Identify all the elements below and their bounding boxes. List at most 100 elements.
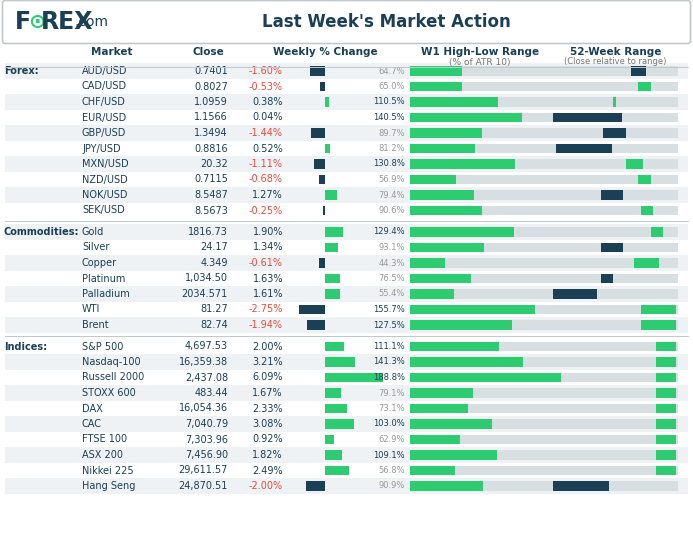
Text: NOK/USD: NOK/USD — [82, 190, 128, 200]
Text: 64.7%: 64.7% — [378, 67, 405, 76]
Text: 140.5%: 140.5% — [374, 113, 405, 122]
Text: 7,040.79: 7,040.79 — [185, 419, 228, 429]
Text: AUD/USD: AUD/USD — [82, 66, 128, 76]
Bar — [656, 451, 676, 460]
Text: 44.3%: 44.3% — [378, 258, 405, 267]
Bar — [410, 451, 570, 460]
Bar — [553, 321, 678, 330]
Text: Last Week's Market Action: Last Week's Market Action — [262, 13, 511, 31]
Text: -1.44%: -1.44% — [249, 128, 283, 138]
Bar — [5, 317, 688, 333]
Bar — [656, 342, 676, 351]
Text: 0.8816: 0.8816 — [194, 143, 228, 154]
Bar — [319, 258, 325, 267]
Text: 4.349: 4.349 — [200, 258, 228, 268]
Bar — [5, 95, 688, 110]
Bar — [410, 388, 473, 398]
Text: 0.7115: 0.7115 — [194, 175, 228, 185]
Bar — [410, 206, 482, 215]
Bar — [410, 289, 455, 299]
Text: JPY/USD: JPY/USD — [82, 143, 121, 154]
Bar — [601, 243, 623, 252]
Bar — [325, 419, 354, 429]
Bar — [311, 128, 325, 137]
Text: 103.0%: 103.0% — [374, 419, 405, 429]
Bar — [410, 357, 570, 367]
Bar — [553, 481, 609, 491]
Bar — [5, 478, 688, 494]
Text: 29,611.57: 29,611.57 — [179, 466, 228, 475]
Bar — [306, 321, 325, 330]
Text: F: F — [15, 10, 31, 34]
Text: 1.1566: 1.1566 — [194, 112, 228, 122]
Text: 0.38%: 0.38% — [252, 97, 283, 107]
Text: 1816.73: 1816.73 — [188, 227, 228, 237]
Bar — [5, 110, 688, 125]
Bar — [640, 321, 676, 330]
Text: CAD/USD: CAD/USD — [82, 82, 127, 91]
Bar — [410, 97, 498, 107]
Bar — [553, 175, 678, 184]
Bar — [410, 82, 570, 91]
Text: .com: .com — [75, 15, 109, 29]
Bar — [553, 159, 678, 169]
Bar — [553, 289, 678, 299]
Text: 24.17: 24.17 — [200, 243, 228, 252]
Text: 0.7401: 0.7401 — [194, 66, 228, 76]
Bar — [553, 466, 678, 475]
Text: W1 High-Low Range: W1 High-Low Range — [421, 47, 539, 57]
Bar — [656, 388, 676, 398]
Text: (% of ATR 10): (% of ATR 10) — [449, 57, 511, 67]
Text: 1.67%: 1.67% — [252, 388, 283, 398]
Text: Brent: Brent — [82, 320, 109, 330]
Bar — [410, 305, 570, 314]
Bar — [325, 373, 383, 382]
Bar — [299, 305, 325, 314]
Text: 79.4%: 79.4% — [378, 191, 405, 200]
Text: Indices:: Indices: — [4, 342, 47, 352]
Text: 130.8%: 130.8% — [373, 159, 405, 169]
Text: 24,870.51: 24,870.51 — [179, 481, 228, 491]
Bar — [410, 128, 570, 137]
Text: -1.60%: -1.60% — [249, 66, 283, 76]
Text: 79.1%: 79.1% — [378, 388, 405, 397]
Text: CHF/USD: CHF/USD — [82, 97, 126, 107]
Bar — [553, 227, 678, 237]
Bar — [410, 481, 483, 491]
Bar — [410, 227, 570, 237]
Text: -2.00%: -2.00% — [249, 481, 283, 491]
Bar — [5, 416, 688, 432]
Bar — [553, 243, 678, 252]
Bar — [5, 125, 688, 141]
Bar — [410, 305, 534, 314]
Bar — [634, 258, 659, 267]
Bar — [5, 156, 688, 172]
Bar — [410, 435, 570, 444]
Bar — [553, 190, 678, 200]
Text: Palladium: Palladium — [82, 289, 130, 299]
Bar — [410, 206, 570, 215]
Bar — [410, 243, 484, 252]
Bar — [656, 466, 676, 475]
Text: 155.7%: 155.7% — [374, 305, 405, 314]
Bar — [5, 463, 688, 478]
Bar — [319, 175, 325, 184]
Bar — [553, 113, 678, 122]
Text: -2.75%: -2.75% — [249, 304, 283, 315]
Bar — [410, 144, 475, 153]
Bar — [325, 243, 337, 252]
Text: Weekly % Change: Weekly % Change — [272, 47, 377, 57]
Text: Nasdaq-100: Nasdaq-100 — [82, 357, 141, 367]
Bar — [553, 113, 622, 122]
Bar — [410, 190, 570, 200]
Text: 81.2%: 81.2% — [378, 144, 405, 153]
Bar — [325, 227, 343, 237]
Text: 1.27%: 1.27% — [252, 190, 283, 200]
Text: EUR/USD: EUR/USD — [82, 112, 126, 122]
Text: 1.63%: 1.63% — [252, 273, 283, 284]
Bar — [553, 206, 678, 215]
Text: 1.90%: 1.90% — [252, 227, 283, 237]
Bar — [5, 385, 688, 401]
Bar — [410, 175, 570, 184]
Bar — [410, 435, 460, 444]
